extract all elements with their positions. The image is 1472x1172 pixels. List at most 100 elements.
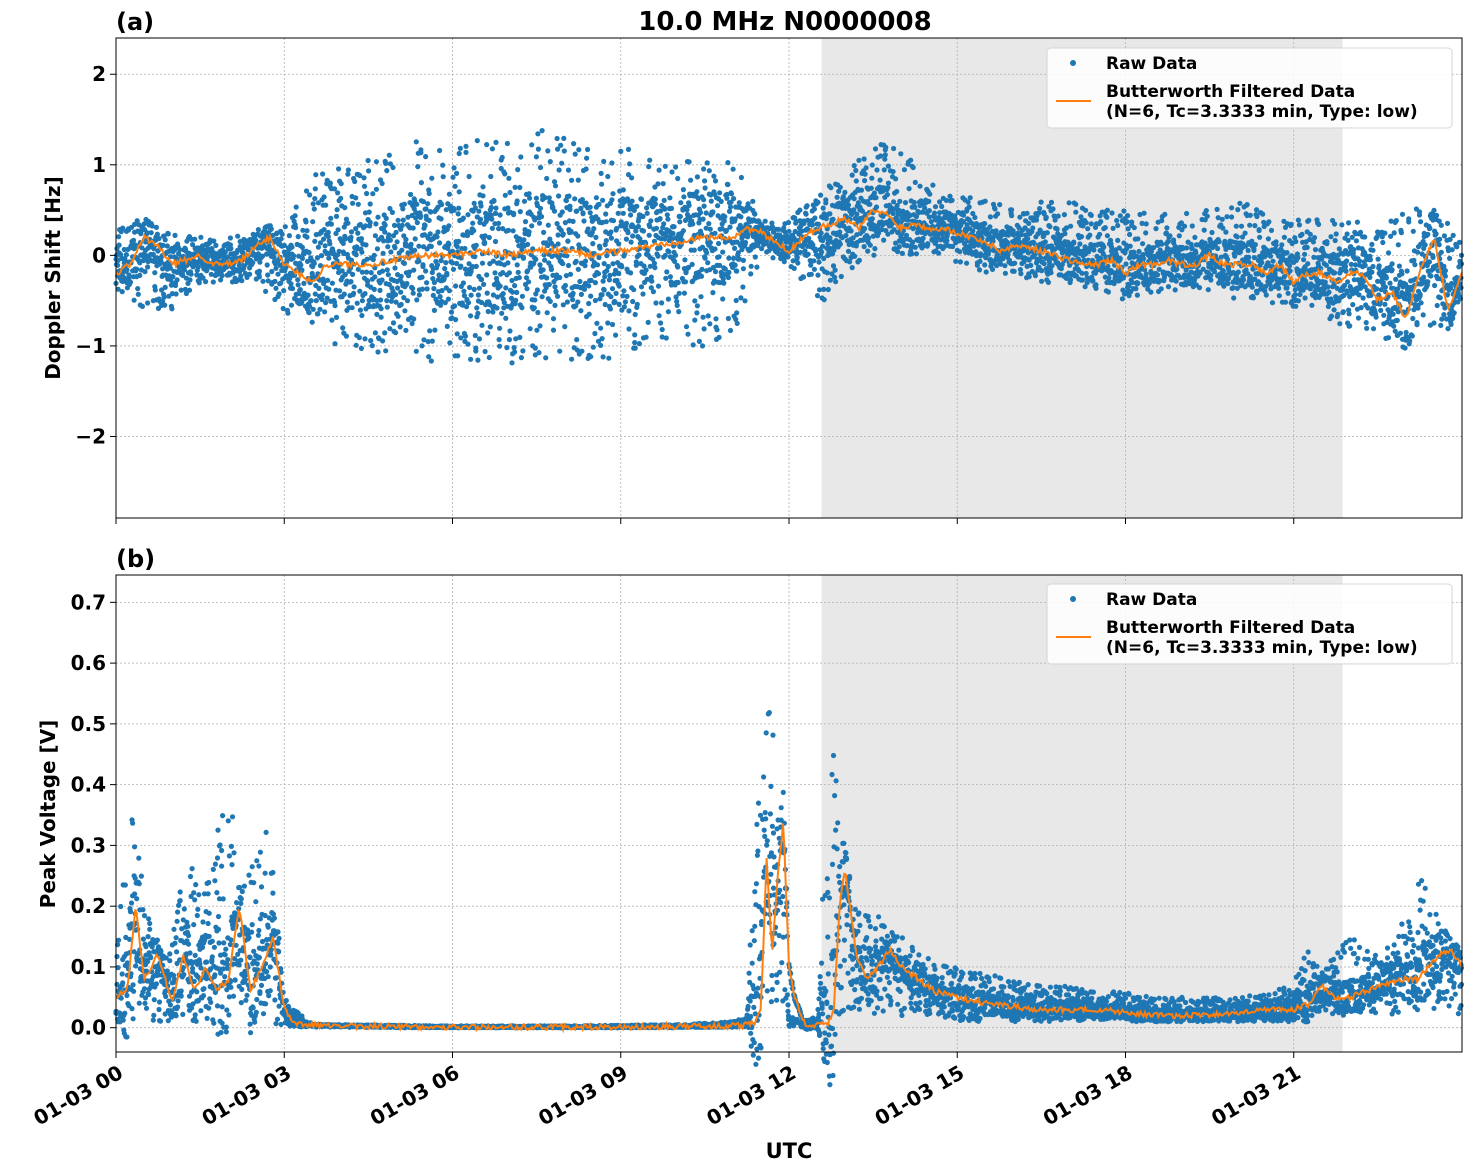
raw-data-point [454, 260, 460, 267]
raw-data-point [445, 245, 451, 251]
raw-data-point [362, 291, 368, 297]
raw-data-point [891, 145, 897, 152]
raw-data-point [506, 175, 512, 181]
raw-data-point [1362, 234, 1368, 240]
raw-data-point [454, 331, 460, 337]
raw-data-point [616, 270, 622, 277]
raw-data-point [1247, 222, 1253, 228]
raw-data-point [1045, 279, 1051, 285]
raw-data-point [145, 300, 151, 306]
raw-data-point [982, 198, 988, 204]
raw-data-point [1235, 207, 1241, 213]
raw-data-point [379, 180, 385, 187]
raw-data-point [406, 269, 413, 275]
raw-data-point [518, 154, 524, 160]
raw-data-point [219, 273, 225, 279]
raw-data-point [181, 267, 187, 273]
raw-data-point [392, 265, 398, 271]
raw-data-point [811, 258, 817, 264]
raw-data-point [412, 247, 418, 253]
raw-data-point [1305, 261, 1311, 267]
raw-data-point [453, 283, 459, 289]
raw-data-point [333, 213, 340, 219]
raw-data-point [733, 297, 739, 304]
raw-data-point [335, 190, 341, 196]
raw-data-point [172, 232, 178, 238]
raw-data-point [983, 269, 989, 275]
raw-data-point [720, 249, 726, 255]
raw-data-point [610, 218, 617, 224]
raw-data-point [674, 298, 680, 305]
raw-data-point [1047, 224, 1053, 230]
raw-data-point [631, 207, 637, 213]
raw-data-point [557, 348, 563, 354]
raw-data-point [591, 226, 597, 232]
raw-data-point [1209, 229, 1215, 236]
raw-data-point [613, 332, 619, 338]
raw-data-point [364, 190, 370, 197]
raw-data-point [322, 309, 328, 315]
raw-data-point [519, 305, 525, 311]
raw-data-point [366, 209, 372, 215]
raw-data-point [795, 260, 801, 266]
raw-data-point [500, 291, 506, 297]
raw-data-point [413, 139, 419, 145]
raw-data-point [718, 198, 724, 204]
raw-data-point [564, 299, 571, 305]
raw-data-point [1316, 221, 1322, 227]
raw-data-point [957, 259, 964, 265]
raw-data-point [643, 267, 649, 273]
raw-data-point [269, 268, 275, 275]
raw-data-point [676, 309, 682, 315]
raw-data-point [321, 194, 327, 200]
raw-data-point [372, 233, 378, 239]
raw-data-point [740, 266, 747, 272]
raw-data-point [363, 242, 369, 248]
raw-data-point [600, 278, 606, 284]
raw-data-point [567, 271, 574, 277]
raw-data-point [821, 297, 827, 303]
raw-data-point [906, 186, 912, 192]
raw-data-point [1009, 207, 1015, 213]
raw-data-point [1121, 208, 1127, 214]
raw-data-point [423, 154, 429, 160]
raw-data-point [523, 275, 530, 281]
raw-data-point [115, 286, 121, 292]
raw-data-point [550, 327, 557, 333]
raw-data-point [987, 214, 994, 220]
raw-data-point [1123, 261, 1129, 267]
raw-data-point [665, 296, 672, 302]
raw-data-point [1268, 227, 1275, 233]
raw-data-point [1339, 222, 1345, 228]
raw-data-point [632, 345, 638, 351]
raw-data-point [1038, 199, 1044, 205]
raw-data-point [535, 146, 542, 152]
raw-data-point [458, 335, 464, 341]
raw-data-point [488, 204, 494, 211]
raw-data-point [393, 299, 399, 305]
raw-data-point [504, 140, 510, 147]
raw-data-point [321, 236, 327, 242]
raw-data-point [1326, 289, 1332, 295]
raw-data-point [699, 343, 706, 349]
raw-data-point [1105, 289, 1111, 295]
raw-data-point [597, 245, 603, 251]
raw-data-point [856, 257, 863, 263]
raw-data-point [573, 258, 579, 264]
raw-data-point [734, 320, 740, 326]
raw-data-point [689, 261, 695, 267]
raw-data-point [338, 181, 344, 187]
raw-data-point [1101, 244, 1107, 250]
raw-data-point [1041, 261, 1047, 267]
raw-data-point [598, 325, 604, 331]
raw-data-point [1025, 236, 1031, 242]
raw-data-point [398, 301, 404, 308]
raw-data-point [435, 204, 441, 210]
raw-data-point [730, 166, 736, 172]
raw-data-point [416, 292, 422, 298]
raw-data-point [716, 254, 722, 260]
raw-data-point [652, 201, 659, 207]
raw-data-point [1055, 213, 1061, 219]
raw-data-point [684, 207, 690, 213]
raw-data-point [664, 269, 670, 275]
